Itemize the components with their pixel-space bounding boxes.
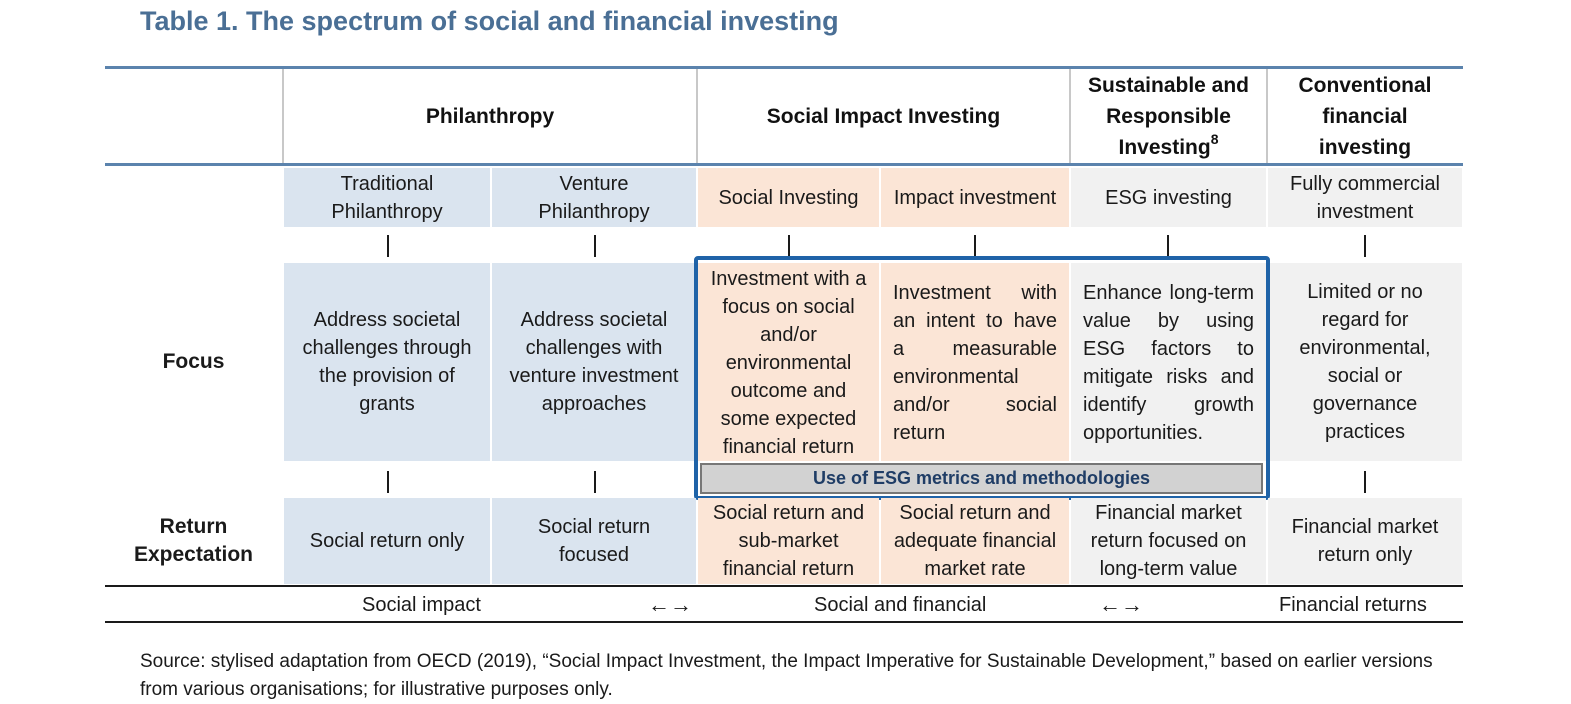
category-impact-investment: Impact investment bbox=[881, 168, 1069, 227]
header-divider bbox=[696, 69, 698, 163]
focus-esg-investing: Enhance long-term value by using ESG fac… bbox=[1071, 263, 1266, 461]
focus-fully-commercial-investment: Limited or no regard for environmental, … bbox=[1268, 263, 1462, 461]
category-traditional-philanthropy: Traditional Philanthropy bbox=[284, 168, 490, 227]
row-label-focus: Focus bbox=[162, 350, 225, 373]
connector-tick bbox=[1167, 235, 1169, 257]
return-traditional-philanthropy: Social return only bbox=[284, 498, 490, 584]
source-note: Source: stylised adaptation from OECD (2… bbox=[140, 651, 1433, 700]
header-philanthropy: Philanthropy bbox=[425, 105, 555, 128]
focus-venture-philanthropy: Address societal challenges with venture… bbox=[492, 263, 696, 461]
spectrum-social-and-financial: Social and financial bbox=[814, 594, 987, 616]
connector-tick bbox=[788, 235, 790, 257]
table-title: Table 1. The spectrum of social and fina… bbox=[140, 6, 839, 36]
focus-traditional-philanthropy: Address societal challenges through the … bbox=[284, 263, 490, 461]
category-fully-commercial-investment: Fully commercial investment bbox=[1268, 168, 1462, 227]
focus-social-investing: Investment with a focus on social and/or… bbox=[698, 263, 879, 461]
return-impact-investment: Social return and adequate financial mar… bbox=[881, 498, 1069, 584]
double-arrow-icon: ←→ bbox=[1099, 592, 1143, 617]
header-divider bbox=[282, 69, 284, 163]
top-rule bbox=[105, 66, 1463, 69]
connector-tick bbox=[387, 471, 389, 493]
spectrum-top-rule bbox=[105, 585, 1463, 587]
focus-impact-investment: Investment with an intent to have a meas… bbox=[881, 263, 1069, 461]
header-sustainable-text: Sustainable and Responsible Investing bbox=[1087, 74, 1250, 159]
esg-metrics-band: Use of ESG metrics and methodologies bbox=[700, 463, 1263, 494]
connector-tick bbox=[594, 235, 596, 257]
category-social-investing: Social Investing bbox=[698, 168, 879, 227]
spectrum-financial-returns: Financial returns bbox=[1279, 594, 1427, 616]
category-esg-investing: ESG investing bbox=[1071, 168, 1266, 227]
connector-tick bbox=[594, 471, 596, 493]
header-divider bbox=[1069, 69, 1071, 163]
return-esg-investing: Financial market return focused on long-… bbox=[1071, 498, 1266, 584]
header-social-impact-investing: Social Impact Investing bbox=[766, 105, 1001, 128]
header-sustainable-responsible-investing: Sustainable and Responsible Investing8 bbox=[1071, 70, 1266, 163]
spectrum-social-impact: Social impact bbox=[362, 594, 481, 616]
return-fully-commercial-investment: Financial market return only bbox=[1268, 498, 1462, 584]
header-divider bbox=[1266, 69, 1268, 163]
header-rule bbox=[105, 163, 1463, 166]
return-social-investing: Social return and sub-market financial r… bbox=[698, 498, 879, 584]
double-arrow-icon: ←→ bbox=[648, 592, 692, 617]
connector-tick bbox=[1364, 235, 1366, 257]
connector-tick bbox=[387, 235, 389, 257]
row-label-return-expectation: Return Expectation bbox=[133, 515, 254, 566]
footnote-marker: 8 bbox=[1210, 131, 1219, 147]
connector-tick bbox=[1364, 471, 1366, 493]
connector-tick bbox=[974, 235, 976, 257]
category-venture-philanthropy: Venture Philanthropy bbox=[492, 168, 696, 227]
return-venture-philanthropy: Social return focused bbox=[492, 498, 696, 584]
header-conventional-financial-investing: Conventional financial investing bbox=[1298, 74, 1432, 159]
table-bottom-rule bbox=[105, 621, 1463, 623]
